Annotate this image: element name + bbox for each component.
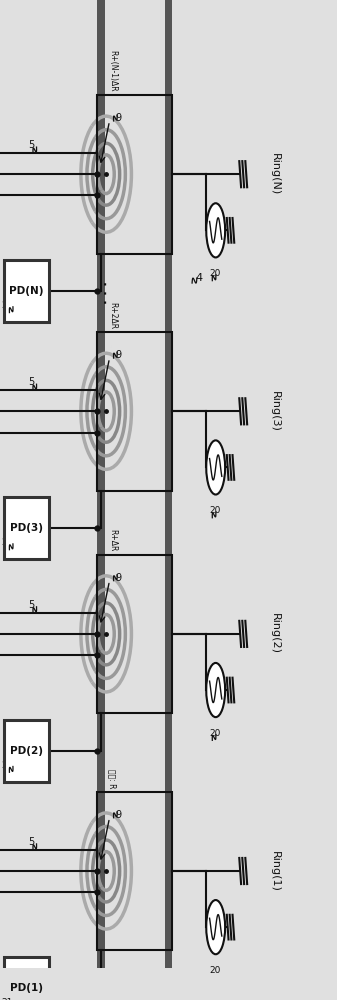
Text: 20: 20	[210, 966, 221, 975]
Text: PD(N): PD(N)	[9, 286, 44, 296]
Text: Ring(3): Ring(3)	[270, 391, 280, 432]
Text: PD(2): PD(2)	[10, 746, 43, 756]
Bar	[97, 332, 172, 491]
Text: Ring(1): Ring(1)	[270, 851, 280, 891]
Text: . . .: . . .	[100, 281, 113, 304]
Text: PD(3): PD(3)	[10, 523, 43, 533]
Text: 5: 5	[29, 377, 35, 387]
Text: 9: 9	[116, 573, 122, 583]
Text: Ring(2): Ring(2)	[270, 613, 280, 654]
Text: 5: 5	[29, 837, 35, 847]
Bar	[97, 0, 105, 968]
Bar	[165, 0, 172, 968]
Text: 20: 20	[210, 506, 221, 515]
Text: 9: 9	[116, 810, 122, 820]
Text: R+ΔR: R+ΔR	[108, 529, 117, 552]
Text: 5: 5	[29, 600, 35, 610]
Text: 21: 21	[1, 761, 12, 770]
Text: 21: 21	[1, 998, 12, 1000]
Text: 9: 9	[116, 350, 122, 360]
Bar	[97, 555, 172, 713]
Text: 半径: R: 半径: R	[108, 769, 117, 789]
FancyBboxPatch shape	[4, 497, 49, 559]
Text: 9: 9	[116, 113, 122, 123]
Text: PD(1): PD(1)	[10, 983, 43, 993]
Text: 5: 5	[29, 140, 35, 150]
FancyBboxPatch shape	[4, 957, 49, 1000]
Circle shape	[206, 900, 225, 954]
Circle shape	[206, 203, 225, 257]
Bar	[97, 95, 172, 254]
FancyBboxPatch shape	[4, 720, 49, 782]
Circle shape	[206, 440, 225, 495]
Circle shape	[206, 663, 225, 717]
Text: 20: 20	[210, 729, 221, 738]
Text: 4: 4	[195, 273, 203, 283]
Text: R+2ΔR: R+2ΔR	[108, 302, 117, 329]
Text: 21: 21	[1, 538, 12, 547]
FancyBboxPatch shape	[4, 260, 49, 322]
Text: Ring(N): Ring(N)	[270, 153, 280, 195]
Text: 20: 20	[210, 269, 221, 278]
Bar	[97, 792, 172, 950]
Text: R+(N-1)ΔR: R+(N-1)ΔR	[108, 50, 117, 92]
Text: 21: 21	[1, 301, 12, 310]
